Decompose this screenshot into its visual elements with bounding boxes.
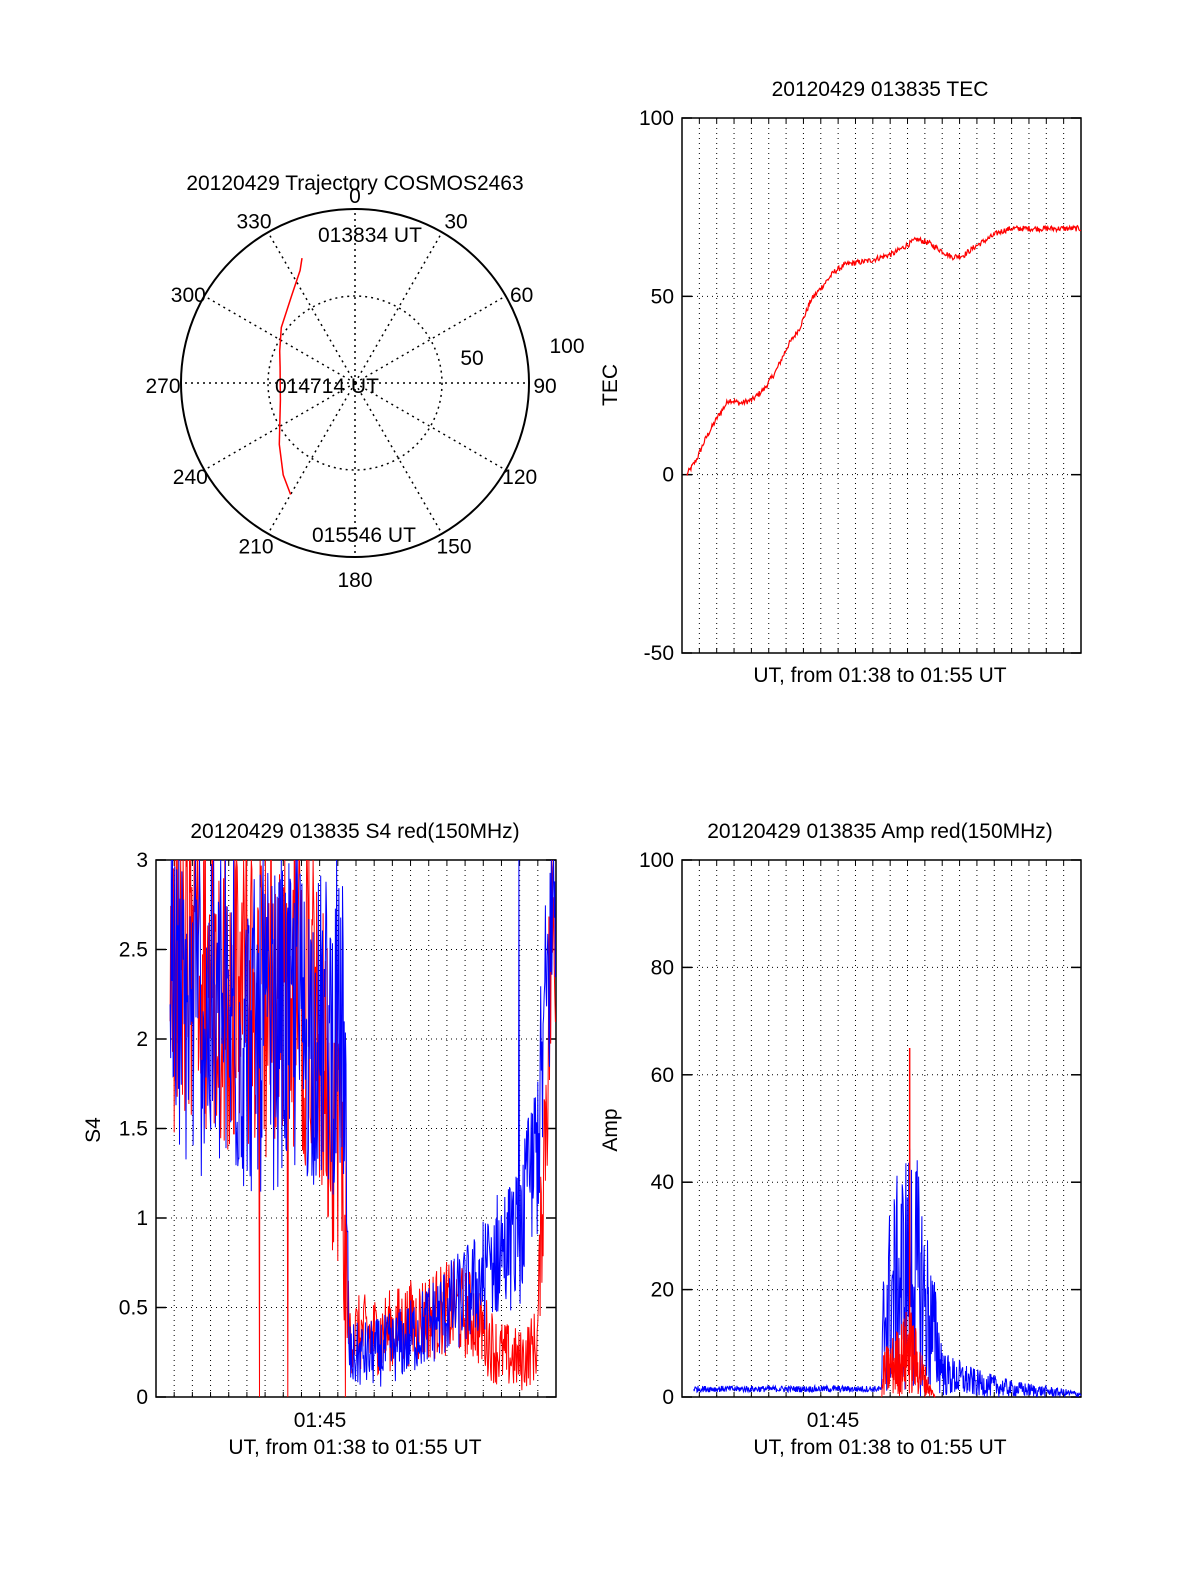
s4-ylabel: S4: [82, 1117, 105, 1143]
polar-grid-spoke: [203, 382, 356, 471]
s4-panel: 20120429 013835 S4 red(150MHz) 01:45 UT,…: [82, 820, 557, 1459]
tec-panel: 20120429 013835 TEC UT, from 01:38 to 01…: [599, 78, 1082, 687]
polar-outer-circle: [180, 208, 530, 558]
s4-ytick-label: 2: [136, 1028, 148, 1051]
tec-ytick-label: -50: [644, 642, 674, 665]
polar-grid-spoke: [354, 382, 507, 471]
s4-ytick-label: 1.5: [119, 1118, 148, 1141]
amp-ytick-label: 20: [651, 1279, 674, 1302]
s4-ytick-label: 0: [136, 1386, 148, 1409]
tec-ytick-label: 50: [651, 285, 674, 308]
amp-ytick-label: 80: [651, 956, 674, 979]
polar-grid-spoke: [203, 295, 356, 384]
polar-angle-label: 90: [533, 375, 556, 398]
polar-grid-spoke: [354, 295, 507, 384]
polar-angle-label: 300: [171, 284, 206, 307]
tec-ytick-label: 100: [639, 107, 674, 130]
s4-ytick-label: 1: [136, 1207, 148, 1230]
polar-angle-label: 330: [236, 210, 271, 233]
polar-angle-label: 0: [349, 185, 361, 208]
amp-series-red: [881, 1311, 936, 1398]
amp-title: 20120429 013835 Amp red(150MHz): [707, 820, 1053, 843]
amp-panel: 20120429 013835 Amp red(150MHz) 01:45 UT…: [599, 820, 1082, 1459]
trajectory-panel: 20120429 Trajectory COSMOS2463 0 30 60 90 12…: [145, 172, 584, 592]
trajectory-start-label: 013834 UT: [318, 224, 422, 247]
polar-grid-spoke: [267, 382, 356, 535]
amp-ytick-label: 60: [651, 1064, 674, 1087]
tec-xlabel: UT, from 01:38 to 01:55 UT: [753, 664, 1006, 687]
trajectory-line: [278, 257, 303, 495]
tec-series-line: [686, 224, 1082, 477]
tec-frame: [681, 117, 1082, 654]
s4-title: 20120429 013835 S4 red(150MHz): [190, 820, 519, 843]
trajectory-title: 20120429 Trajectory COSMOS2463: [186, 172, 523, 195]
amp-ylabel: Amp: [599, 1108, 622, 1151]
polar-angle-label: 240: [173, 466, 208, 489]
amp-ytick-label: 40: [651, 1171, 674, 1194]
trajectory-mid-label: 014714 UT: [275, 375, 379, 398]
polar-angle-label: 30: [444, 210, 467, 233]
amp-xlabel: UT, from 01:38 to 01:55 UT: [753, 1436, 1006, 1459]
amp-ytick-label: 0: [662, 1386, 674, 1409]
s4-xlabel: UT, from 01:38 to 01:55 UT: [228, 1436, 481, 1459]
s4-frame: [155, 859, 557, 1398]
s4-ytick-label: 3: [136, 849, 148, 872]
polar-grid-spoke: [354, 231, 443, 384]
polar-angle-label: 270: [145, 375, 180, 398]
amp-xtick-label: 01:45: [807, 1409, 860, 1432]
s4-series-blue: [169, 860, 556, 1387]
polar-grid-spoke: [354, 382, 443, 535]
amp-ytick-label: 100: [639, 849, 674, 872]
s4-ytick-label: 2.5: [119, 939, 148, 962]
tec-title: 20120429 013835 TEC: [772, 78, 989, 101]
amp-series-blue: [693, 1148, 1082, 1398]
polar-angle-label: 150: [436, 536, 471, 559]
trajectory-end-label: 015546 UT: [312, 524, 416, 547]
tec-ytick-label: 0: [662, 464, 674, 487]
tec-ylabel: TEC: [599, 364, 622, 406]
polar-grid-circle-50: [267, 295, 443, 471]
polar-angle-label: 180: [337, 569, 372, 592]
polar-angle-label: 60: [510, 284, 533, 307]
s4-ytick-label: 0.5: [119, 1297, 148, 1320]
s4-xtick-label: 01:45: [294, 1409, 347, 1432]
polar-angle-label: 120: [502, 466, 537, 489]
polar-angle-label: 210: [238, 536, 273, 559]
polar-radial-label-50: 50: [460, 347, 483, 370]
polar-radial-label-100: 100: [549, 335, 584, 358]
polar-grid-spoke: [267, 231, 356, 384]
